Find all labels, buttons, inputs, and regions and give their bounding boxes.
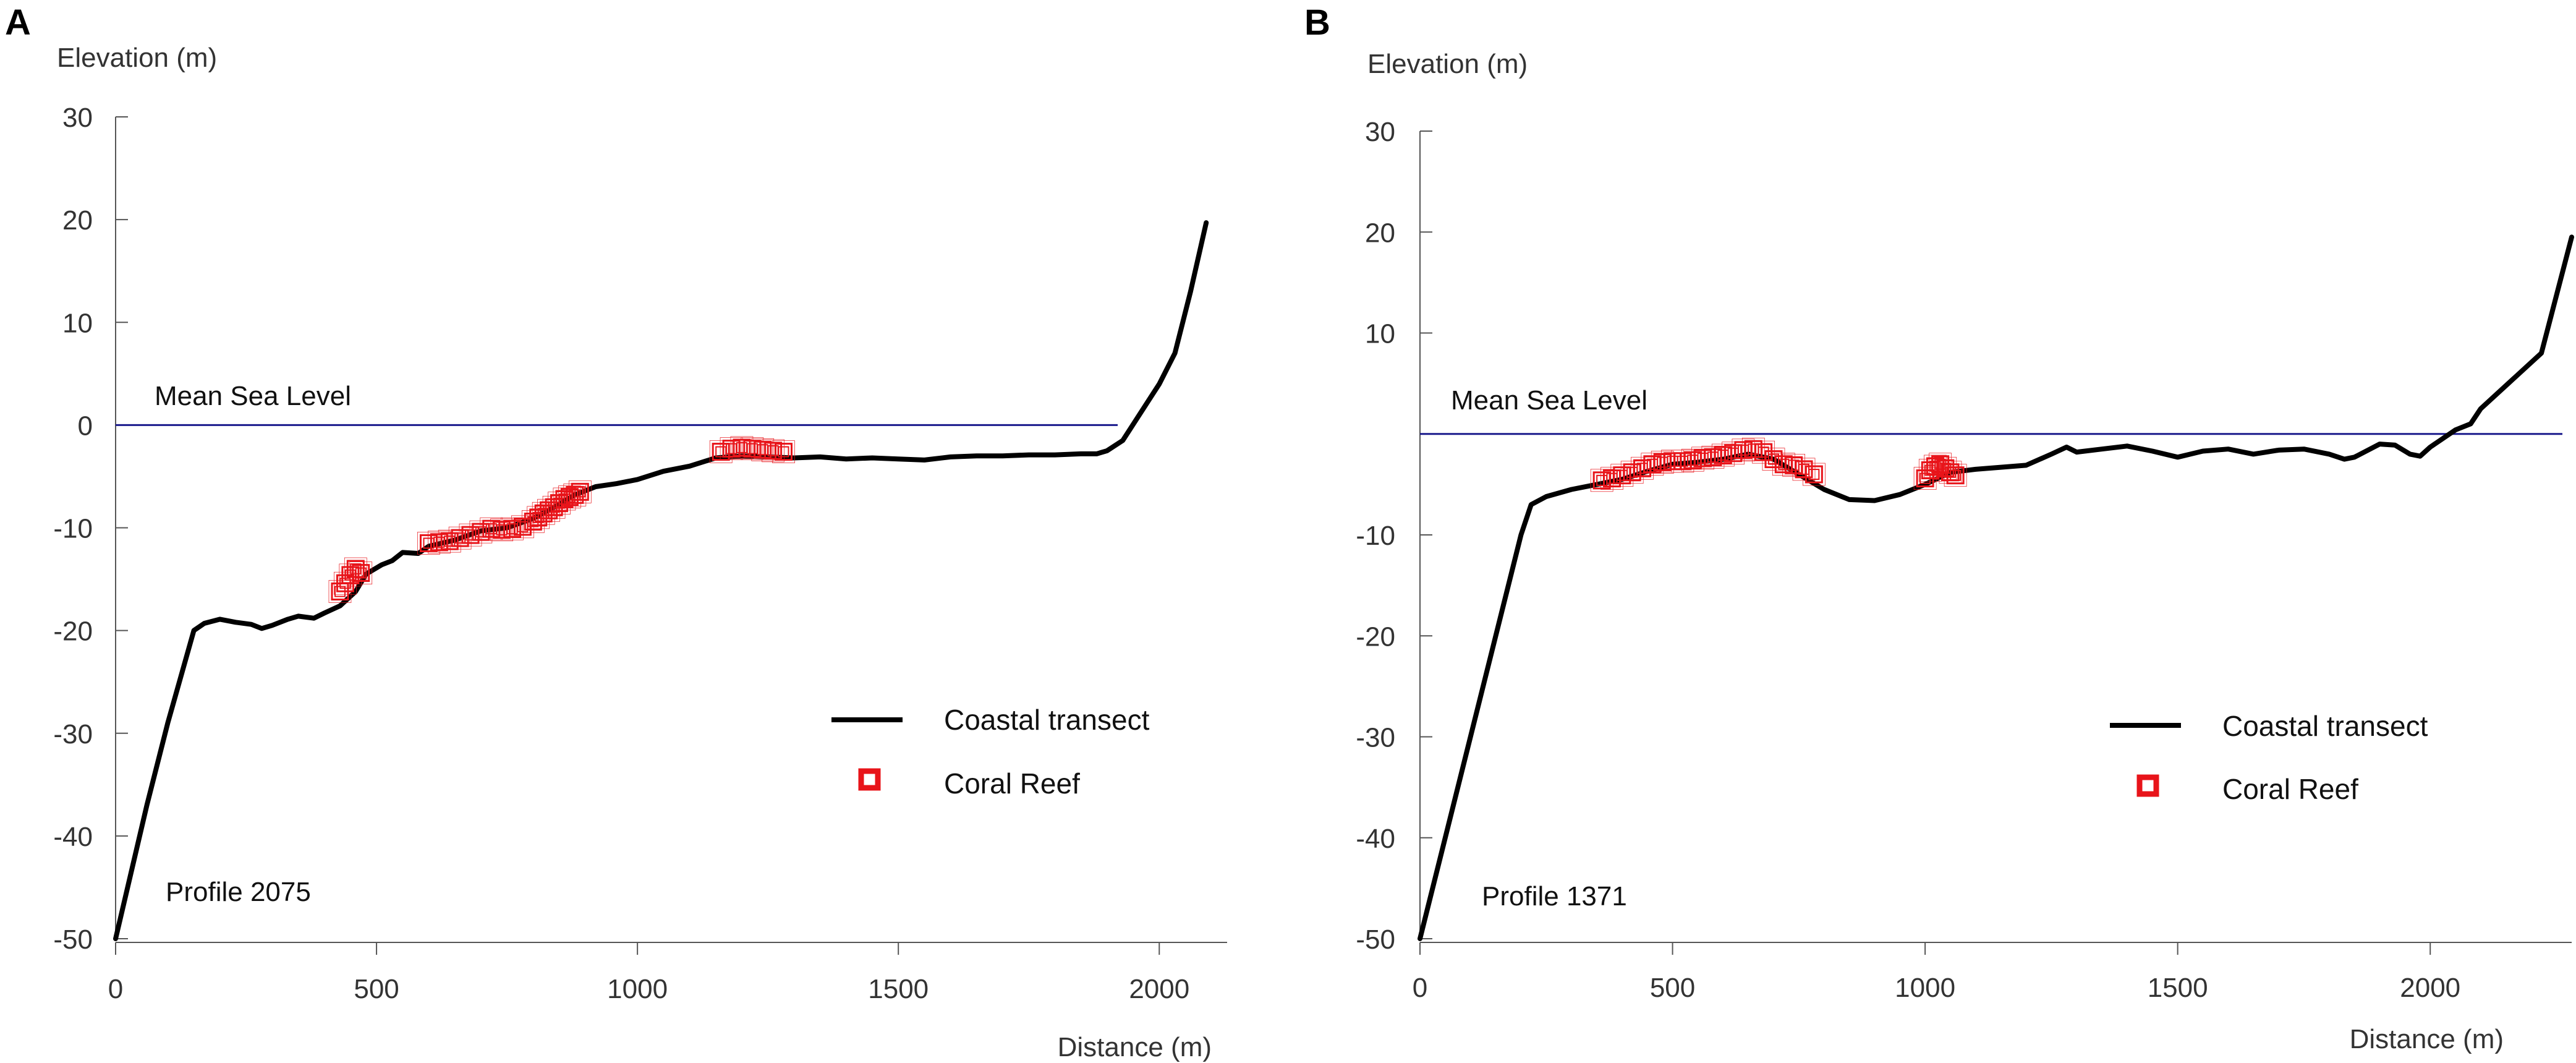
coral-marker bbox=[1701, 445, 1725, 469]
panel-label: B bbox=[1304, 2, 1330, 43]
x-tick-label: 2000 bbox=[1129, 974, 1189, 1004]
y-tick-label: 20 bbox=[62, 205, 93, 236]
x-tick-label: 0 bbox=[1413, 973, 1427, 1003]
profile-label: Profile 1371 bbox=[1482, 881, 1627, 911]
x-axis-title: Distance (m) bbox=[1058, 1032, 1212, 1062]
chart-panel-b: B Elevation (m) Distance (m) Mean Sea Le… bbox=[1304, 2, 2574, 1054]
y-tick-label: 30 bbox=[62, 103, 93, 133]
sea-level-label: Mean Sea Level bbox=[1451, 385, 1647, 416]
y-tick-label: -30 bbox=[1356, 723, 1395, 753]
y-tick-label: 10 bbox=[1365, 319, 1395, 349]
coral-marker bbox=[720, 437, 743, 460]
profile-label: Profile 2075 bbox=[166, 877, 311, 907]
transect-line bbox=[113, 220, 1209, 941]
x-tick-label: 2000 bbox=[2400, 973, 2460, 1003]
coral-marker bbox=[1620, 461, 1644, 484]
legend-label-coral: Coral Reef bbox=[2222, 773, 2358, 805]
y-tick-label: -10 bbox=[53, 514, 93, 544]
coral-marker bbox=[349, 561, 373, 584]
coral-marker bbox=[772, 440, 795, 463]
coral-marker bbox=[1802, 463, 1826, 486]
plot-area: 30 20 10 0 -10 -20 -30 -40 -50 0 500 1000 1500 2000 bbox=[53, 103, 1227, 1004]
y-tick-label: 10 bbox=[62, 308, 93, 338]
y-tick-label: -40 bbox=[53, 822, 93, 852]
x-tick-label: 1500 bbox=[2148, 973, 2208, 1003]
x-tick-label: 1000 bbox=[607, 974, 668, 1004]
y-tick-label: -50 bbox=[53, 924, 93, 955]
y-axis-title: Elevation (m) bbox=[1367, 49, 1528, 79]
sea-level-label: Mean Sea Level bbox=[155, 381, 351, 411]
chart-panel-a: A Elevation (m) Distance (m) Mean Sea Le… bbox=[5, 2, 1227, 1062]
y-tick-label: -10 bbox=[1356, 521, 1395, 551]
coral-marker bbox=[1944, 464, 1967, 487]
y-tick-label: -20 bbox=[53, 617, 93, 647]
x-tick-label: 500 bbox=[354, 974, 399, 1004]
x-axis-title: Distance (m) bbox=[2350, 1024, 2504, 1054]
panel-label: A bbox=[5, 2, 31, 43]
y-tick-label: -20 bbox=[1356, 621, 1395, 652]
y-tick-label: 0 bbox=[78, 411, 93, 441]
coral-marker bbox=[1782, 454, 1806, 477]
coral-marker bbox=[1641, 453, 1664, 476]
x-tick-label: 1000 bbox=[1895, 973, 1955, 1003]
legend-label-transect: Coastal transect bbox=[2222, 710, 2428, 742]
y-tick-label: 30 bbox=[1365, 117, 1395, 147]
transect-line bbox=[1418, 234, 2574, 941]
legend-marker-swatch bbox=[858, 768, 881, 791]
legend-label-coral: Coral Reef bbox=[944, 767, 1080, 800]
coral-marker bbox=[1711, 443, 1735, 467]
plot-area: 30 20 10 -10 -20 -30 -40 -50 0 500 1000 1500 2000 bbox=[1356, 117, 2574, 1003]
coral-marker bbox=[1590, 469, 1613, 492]
y-axis-title: Elevation (m) bbox=[57, 43, 217, 73]
y-tick-label: -50 bbox=[1356, 924, 1395, 955]
y-tick-label: -40 bbox=[1356, 824, 1395, 854]
y-tick-label: -30 bbox=[53, 719, 93, 749]
coral-marker bbox=[1631, 456, 1654, 480]
x-tick-label: 1500 bbox=[868, 974, 929, 1004]
coral-marker bbox=[501, 517, 524, 540]
y-tick-label: 20 bbox=[1365, 218, 1395, 248]
legend-label-transect: Coastal transect bbox=[944, 704, 1150, 736]
coral-marker bbox=[1752, 440, 1775, 464]
x-tick-label: 0 bbox=[108, 974, 123, 1004]
x-tick-label: 500 bbox=[1650, 973, 1695, 1003]
coral-marker bbox=[568, 480, 592, 503]
legend-marker-swatch bbox=[2136, 774, 2159, 797]
